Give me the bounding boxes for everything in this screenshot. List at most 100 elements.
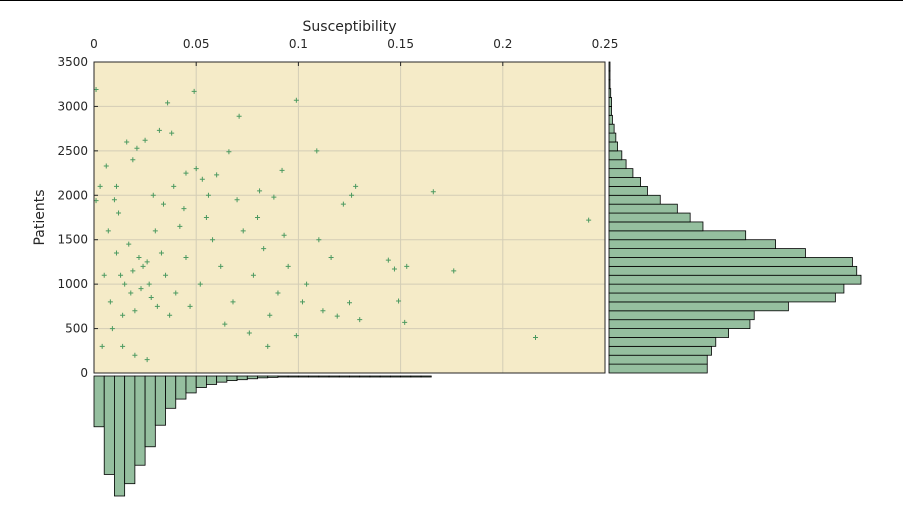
scatter-point [236,113,242,119]
scatter-point [314,148,320,154]
x-histogram-bar [369,375,381,378]
scatter-point [160,201,166,207]
x-tick-label: 0.1 [289,37,308,51]
scatter-point [193,166,199,172]
scatter-point [126,241,132,247]
scatter-point [107,299,113,305]
x-histogram-bar [114,375,126,497]
scatter-point [138,286,144,292]
scatter-point [210,237,216,243]
x-tick-label: 0.05 [183,37,210,51]
y-tick-label: 2500 [57,144,88,158]
y-histogram-bar [608,150,623,161]
y-histogram-bar [608,123,615,134]
scatter-point [586,217,592,223]
x-histogram-bar [134,375,146,466]
y-histogram-bar [608,239,776,249]
y-histogram-bar [608,310,755,321]
x-histogram-bar [246,375,258,380]
scatter-point [396,298,402,304]
scatter-points [93,87,592,363]
scatter-point [111,197,117,203]
scatter-point [128,290,134,296]
scatter-point [136,254,142,260]
plot-frame [93,61,606,374]
y-histogram-bar [608,212,691,223]
scatter-point [146,281,152,287]
y-histogram-bar [608,292,836,303]
x-tick-label: 0 [90,37,98,51]
scatter-point [257,188,263,194]
scatter-point [150,192,156,198]
x-histogram-bar [154,375,166,426]
scatter-point [165,100,171,106]
y-histogram-bar [608,328,729,338]
x-histogram-bar [328,375,340,378]
scatter-point [120,312,126,318]
scatter-point [163,272,169,278]
scatter-point [391,266,397,272]
scatter-point [451,268,457,274]
scatter-point [240,228,246,234]
y-tick-label: 0 [80,366,88,380]
scatter-point [148,294,154,300]
scatter-point [177,223,183,229]
scatter-point [230,299,236,305]
scatter-point [171,183,177,189]
x-histogram-bar [287,375,299,378]
x-histogram-bar [267,375,279,378]
x-axis-ticks: 0 0.05 0.1 0.15 0.2 0.25 [90,37,618,66]
y-histogram-bar [608,337,717,347]
scatter-point [261,246,267,252]
scatter-point [140,263,146,269]
scatter-point [279,167,285,173]
scatter-point [142,137,148,143]
y-tick-label: 1500 [57,233,88,247]
y-histogram-bar [608,274,862,285]
y-histogram-bar [608,301,789,312]
scatter-point [97,183,103,189]
x-histogram-bar [379,375,391,378]
scatter-point [316,237,322,243]
scatter-point [205,192,211,198]
scatter-point [293,333,299,339]
y-histogram-bar [608,283,845,294]
y-histogram-bar [608,363,708,374]
y-tick-label: 500 [65,322,88,336]
x-tick-label: 0.15 [387,37,414,51]
scatter-point [197,281,203,287]
y-histogram-bar [608,257,853,267]
y-histogram-bar [608,265,858,276]
scatter-point [214,172,220,178]
scatter-point [144,357,150,363]
scatter-point [154,303,160,309]
y-histogram-bar [608,221,704,232]
scatter-point [99,343,105,349]
scatter-point [118,272,124,278]
y-axis-ticks: 0 500 1000 1500 2000 2500 3000 3500 [57,55,98,380]
x-histogram-bar [400,375,412,378]
scatter-point [158,250,164,256]
x-histogram-bar [297,375,310,378]
x-histogram-bar [185,375,197,394]
scatter-point [347,300,352,306]
scatter-point [124,139,130,145]
x-histogram-bar [318,375,330,378]
scatter-point [167,312,173,318]
scatter-point [265,343,271,349]
scatter-point [120,343,126,349]
scatter-point [267,312,273,318]
x-histogram-bar [226,375,238,382]
x-histogram-bar [308,375,320,378]
y-histogram-bar [608,177,642,187]
scatter-point [357,317,363,323]
y-marginal-histogram [608,61,862,374]
scatter-point [304,281,310,287]
y-tick-label: 3000 [57,99,88,113]
scatter-point [533,334,539,340]
y-histogram-bar [608,70,611,81]
scatter-point [130,268,136,274]
x-histogram-bar [349,375,361,378]
top-border-line [0,0,903,1]
scatter-point [353,183,359,189]
